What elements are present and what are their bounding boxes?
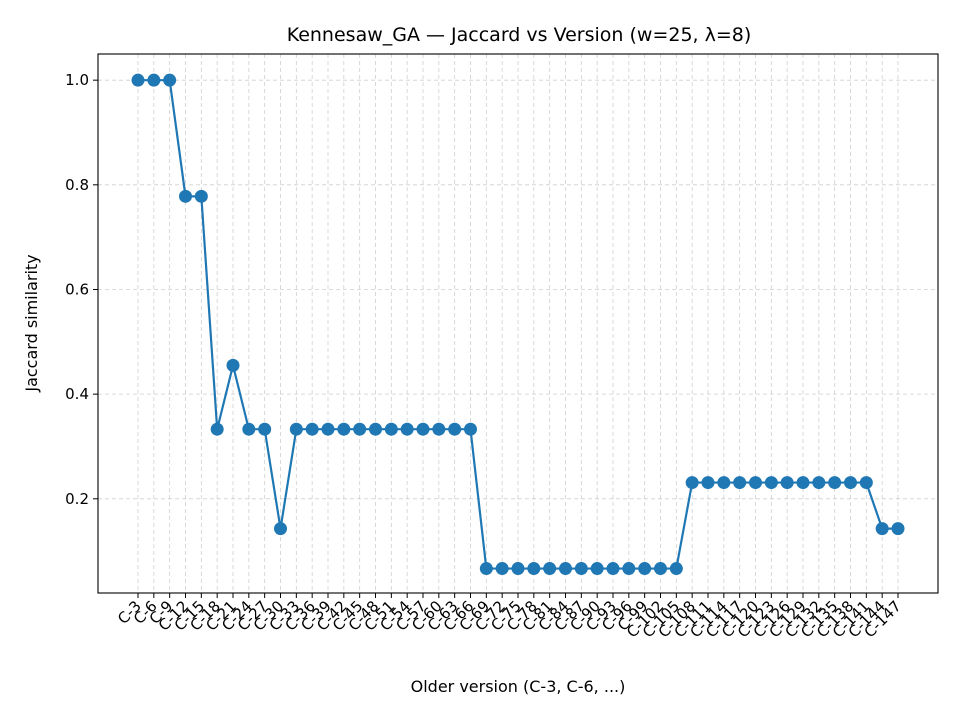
data-point	[210, 422, 224, 436]
y-tick-label: 0.8	[65, 176, 89, 194]
data-point	[559, 562, 572, 576]
data-point	[337, 422, 351, 436]
data-point	[353, 422, 367, 436]
data-point	[669, 562, 683, 576]
data-point	[495, 562, 509, 576]
data-point	[163, 73, 177, 87]
data-point	[479, 562, 493, 576]
data-point	[226, 358, 240, 372]
data-point	[812, 476, 826, 490]
data-point	[194, 189, 208, 203]
data-point	[638, 562, 652, 576]
data-point	[733, 476, 747, 490]
data-point	[369, 422, 382, 436]
data-point	[179, 189, 192, 203]
data-point	[511, 562, 525, 576]
data-point	[590, 562, 604, 576]
data-point	[416, 422, 430, 436]
y-tick-label: 0.6	[65, 280, 89, 298]
data-point	[701, 476, 715, 490]
data-point	[305, 422, 319, 436]
x-axis-label: Older version (C-3, C-6, ...)	[411, 677, 626, 696]
y-tick-label: 1.0	[65, 71, 89, 89]
data-point	[543, 562, 557, 576]
data-point	[796, 476, 810, 490]
data-point	[448, 422, 462, 436]
data-point	[384, 422, 398, 436]
data-point	[131, 73, 145, 87]
chart-title: Kennesaw_GA — Jaccard vs Version (w=25, …	[287, 24, 752, 46]
data-point	[242, 422, 256, 436]
x-axis-ticks: C-3C-6C-9C-12C-15C-18C-21C-24C-27C-30C-3…	[114, 593, 905, 641]
y-tick-label: 0.2	[65, 490, 89, 508]
data-point	[685, 476, 699, 490]
data-point	[717, 476, 731, 490]
data-point	[147, 73, 161, 87]
data-point	[622, 562, 636, 576]
data-point	[654, 562, 667, 576]
data-point	[844, 476, 857, 490]
y-tick-label: 0.4	[65, 385, 89, 403]
data-point	[400, 422, 414, 436]
data-point	[859, 476, 873, 490]
data-point	[464, 422, 477, 436]
plot-frame	[97, 53, 939, 594]
data-point	[527, 562, 541, 576]
data-point	[891, 522, 905, 536]
data-point	[606, 562, 620, 576]
data-point	[780, 476, 794, 490]
data-point	[432, 422, 446, 436]
data-point	[274, 522, 287, 536]
data-point	[574, 562, 588, 576]
data-markers	[131, 73, 905, 576]
data-point	[764, 476, 778, 490]
data-point	[875, 522, 889, 536]
y-axis-ticks: 0.2 0.4 0.6 0.8 1.0	[65, 71, 98, 508]
y-axis-label: Jaccard similarity	[22, 254, 41, 392]
data-point	[828, 476, 842, 490]
data-point	[321, 422, 335, 436]
grid-layer	[98, 54, 938, 593]
data-point	[749, 476, 762, 490]
data-point	[258, 422, 272, 436]
data-point	[289, 422, 303, 436]
